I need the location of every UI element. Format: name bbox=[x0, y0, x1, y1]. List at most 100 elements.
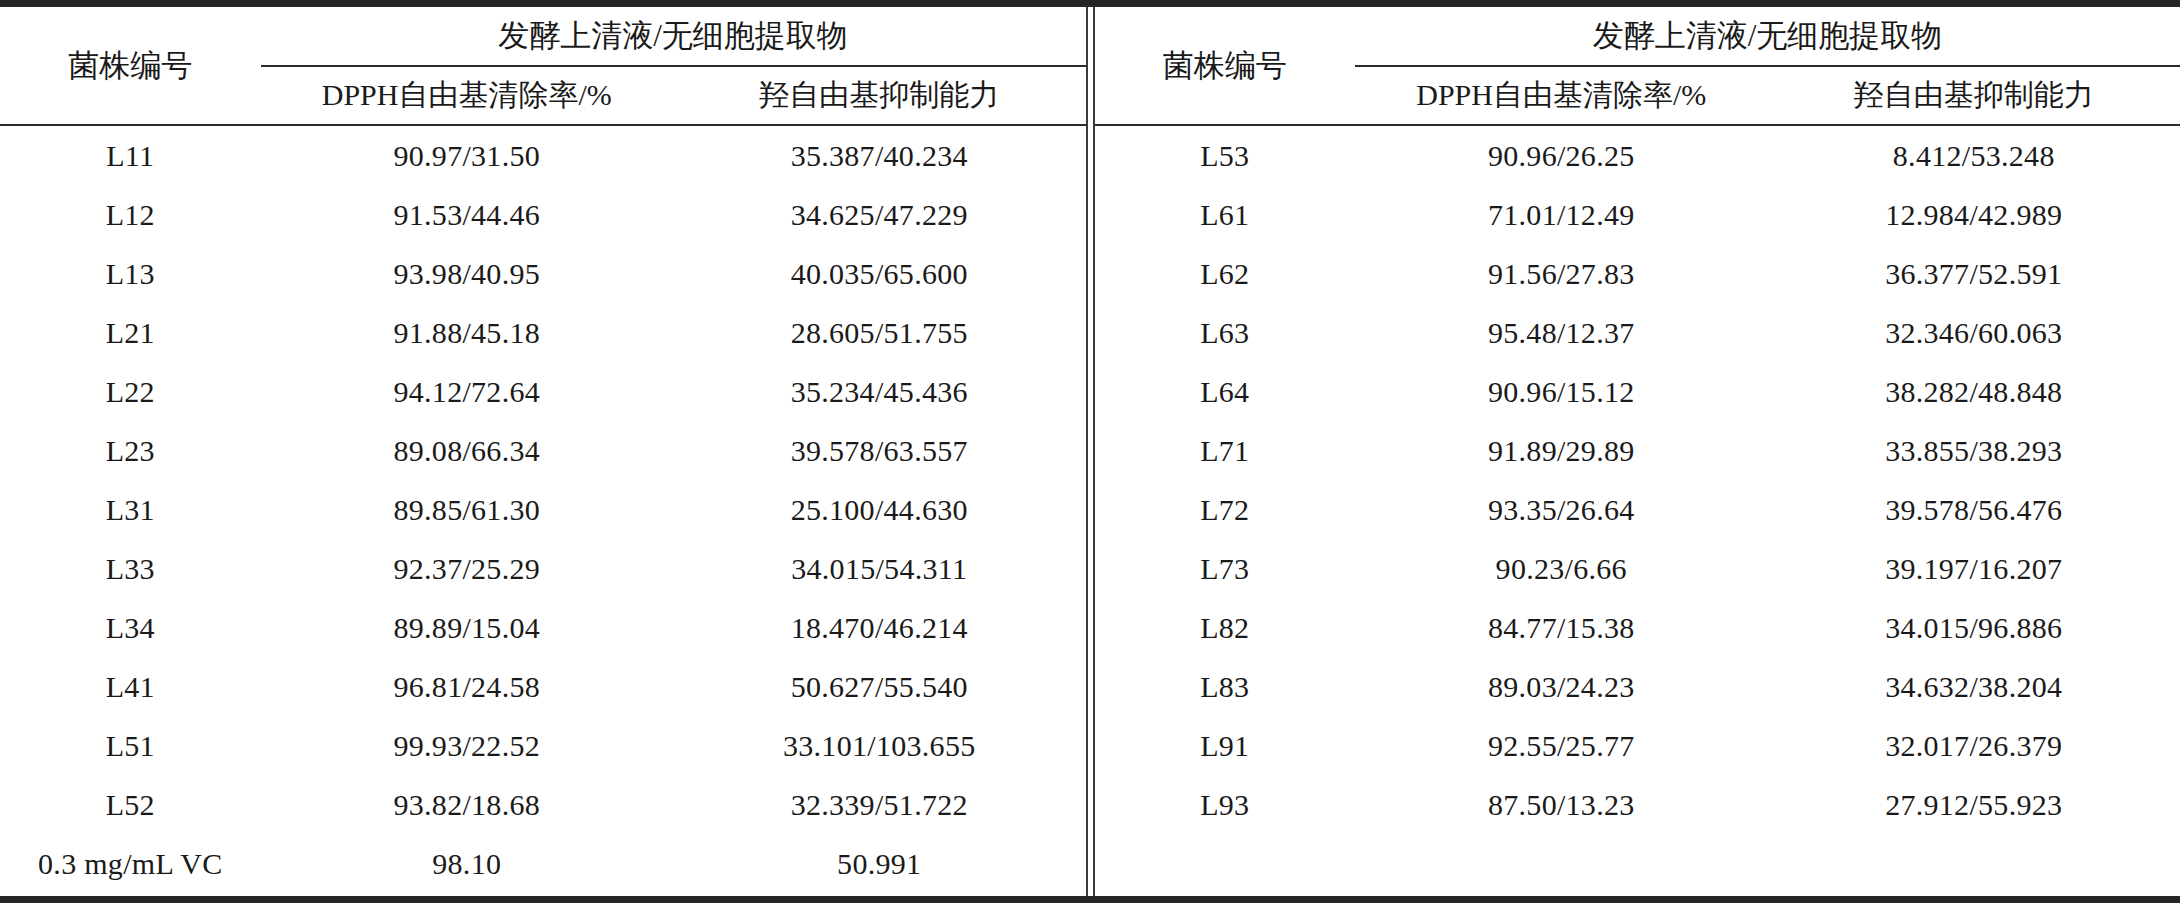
table-row: L6490.96/15.1238.282/48.848 bbox=[1095, 362, 2180, 421]
table-right-header: 菌株编号 发酵上清液/无细胞提取物 DPPH自由基清除率/% 羟自由基抑制能力 bbox=[1095, 7, 2180, 125]
table-left-panel: 菌株编号 发酵上清液/无细胞提取物 DPPH自由基清除率/% 羟自由基抑制能力 … bbox=[0, 7, 1086, 896]
cell-dpph-value: 93.82/18.68 bbox=[261, 775, 673, 834]
header-strain-id: 菌株编号 bbox=[1095, 7, 1356, 125]
table-right-panel: 菌株编号 发酵上清液/无细胞提取物 DPPH自由基清除率/% 羟自由基抑制能力 … bbox=[1095, 7, 2180, 896]
cell-hydroxyl-value: 34.632/38.204 bbox=[1768, 657, 2180, 716]
cell-hydroxyl-value: 8.412/53.248 bbox=[1768, 125, 2180, 185]
cell-dpph-value: 89.89/15.04 bbox=[261, 598, 673, 657]
table-row: L4196.81/24.5850.627/55.540 bbox=[0, 657, 1086, 716]
cell-strain-id: L63 bbox=[1095, 303, 1356, 362]
cell-dpph-value: 95.48/12.37 bbox=[1355, 303, 1767, 362]
cell-dpph-value: 90.96/26.25 bbox=[1355, 125, 1767, 185]
cell-dpph-value: 89.08/66.34 bbox=[261, 421, 673, 480]
antioxidant-results-table: 菌株编号 发酵上清液/无细胞提取物 DPPH自由基清除率/% 羟自由基抑制能力 … bbox=[0, 0, 2180, 903]
cell-strain-id: L21 bbox=[0, 303, 261, 362]
table-row: L8389.03/24.2334.632/38.204 bbox=[1095, 657, 2180, 716]
cell-hydroxyl-value: 35.234/45.436 bbox=[673, 362, 1086, 421]
cell-strain-id: L71 bbox=[1095, 421, 1356, 480]
table-row: L2191.88/45.1828.605/51.755 bbox=[0, 303, 1086, 362]
cell-hydroxyl-value: 34.015/96.886 bbox=[1768, 598, 2180, 657]
table-middle-divider bbox=[1086, 7, 1095, 896]
cell-hydroxyl-value: 50.991 bbox=[673, 834, 1086, 893]
cell-dpph-value: 91.56/27.83 bbox=[1355, 244, 1767, 303]
cell-dpph-value: 89.85/61.30 bbox=[261, 480, 673, 539]
cell-dpph-value: 98.10 bbox=[261, 834, 673, 893]
cell-strain-id: L72 bbox=[1095, 480, 1356, 539]
cell-dpph-value: 90.96/15.12 bbox=[1355, 362, 1767, 421]
cell-hydroxyl-value: 33.855/38.293 bbox=[1768, 421, 2180, 480]
header-dpph-scavenging: DPPH自由基清除率/% bbox=[1355, 66, 1767, 125]
cell-strain-id: L23 bbox=[0, 421, 261, 480]
table-row: L6395.48/12.3732.346/60.063 bbox=[1095, 303, 2180, 362]
table-left-header: 菌株编号 发酵上清液/无细胞提取物 DPPH自由基清除率/% 羟自由基抑制能力 bbox=[0, 7, 1086, 125]
cell-strain-id: L11 bbox=[0, 125, 261, 185]
cell-strain-id: L61 bbox=[1095, 185, 1356, 244]
cell-dpph-value: 99.93/22.52 bbox=[261, 716, 673, 775]
table-row: L1190.97/31.5035.387/40.234 bbox=[0, 125, 1086, 185]
table-row: L1291.53/44.4634.625/47.229 bbox=[0, 185, 1086, 244]
header-hydroxyl-inhibition: 羟自由基抑制能力 bbox=[1768, 66, 2180, 125]
cell-hydroxyl-value: 25.100/44.630 bbox=[673, 480, 1086, 539]
cell-strain-id: L82 bbox=[1095, 598, 1356, 657]
cell-dpph-value: 96.81/24.58 bbox=[261, 657, 673, 716]
table-row: L6171.01/12.4912.984/42.989 bbox=[1095, 185, 2180, 244]
cell-hydroxyl-value: 35.387/40.234 bbox=[673, 125, 1086, 185]
cell-strain-id: L53 bbox=[1095, 125, 1356, 185]
table-row: L6291.56/27.8336.377/52.591 bbox=[1095, 244, 2180, 303]
table-right: 菌株编号 发酵上清液/无细胞提取物 DPPH自由基清除率/% 羟自由基抑制能力 … bbox=[1095, 7, 2180, 834]
paper-page: 菌株编号 发酵上清液/无细胞提取物 DPPH自由基清除率/% 羟自由基抑制能力 … bbox=[0, 0, 2180, 903]
cell-strain-id: L33 bbox=[0, 539, 261, 598]
header-sample-group: 发酵上清液/无细胞提取物 bbox=[261, 7, 1086, 66]
cell-hydroxyl-value: 39.578/56.476 bbox=[1768, 480, 2180, 539]
table-row: L5390.96/26.258.412/53.248 bbox=[1095, 125, 2180, 185]
cell-dpph-value: 92.55/25.77 bbox=[1355, 716, 1767, 775]
cell-dpph-value: 71.01/12.49 bbox=[1355, 185, 1767, 244]
table-row: L7390.23/6.6639.197/16.207 bbox=[1095, 539, 2180, 598]
cell-hydroxyl-value: 39.578/63.557 bbox=[673, 421, 1086, 480]
cell-hydroxyl-value: 38.282/48.848 bbox=[1768, 362, 2180, 421]
cell-dpph-value: 93.35/26.64 bbox=[1355, 480, 1767, 539]
cell-dpph-value: 87.50/13.23 bbox=[1355, 775, 1767, 834]
cell-strain-id: L91 bbox=[1095, 716, 1356, 775]
table-row: L8284.77/15.3834.015/96.886 bbox=[1095, 598, 2180, 657]
cell-dpph-value: 91.88/45.18 bbox=[261, 303, 673, 362]
table-row: L3489.89/15.0418.470/46.214 bbox=[0, 598, 1086, 657]
cell-strain-id: L52 bbox=[0, 775, 261, 834]
table-row: L9387.50/13.2327.912/55.923 bbox=[1095, 775, 2180, 834]
table-right-body: L5390.96/26.258.412/53.248L6171.01/12.49… bbox=[1095, 125, 2180, 834]
cell-strain-id: L93 bbox=[1095, 775, 1356, 834]
header-strain-id: 菌株编号 bbox=[0, 7, 261, 125]
table-row: 0.3 mg/mL VC98.1050.991 bbox=[0, 834, 1086, 893]
cell-dpph-value: 94.12/72.64 bbox=[261, 362, 673, 421]
header-hydroxyl-inhibition: 羟自由基抑制能力 bbox=[673, 66, 1086, 125]
cell-strain-id: L31 bbox=[0, 480, 261, 539]
table-row: L2389.08/66.3439.578/63.557 bbox=[0, 421, 1086, 480]
cell-strain-id: 0.3 mg/mL VC bbox=[0, 834, 261, 893]
table-row: L5293.82/18.6832.339/51.722 bbox=[0, 775, 1086, 834]
table-row: L9192.55/25.7732.017/26.379 bbox=[1095, 716, 2180, 775]
table-row: L3392.37/25.2934.015/54.311 bbox=[0, 539, 1086, 598]
table-row: L5199.93/22.5233.101/103.655 bbox=[0, 716, 1086, 775]
cell-dpph-value: 91.89/29.89 bbox=[1355, 421, 1767, 480]
cell-dpph-value: 84.77/15.38 bbox=[1355, 598, 1767, 657]
cell-dpph-value: 91.53/44.46 bbox=[261, 185, 673, 244]
cell-dpph-value: 90.23/6.66 bbox=[1355, 539, 1767, 598]
cell-dpph-value: 92.37/25.29 bbox=[261, 539, 673, 598]
cell-strain-id: L64 bbox=[1095, 362, 1356, 421]
table-row: L1393.98/40.9540.035/65.600 bbox=[0, 244, 1086, 303]
header-sample-group: 发酵上清液/无细胞提取物 bbox=[1355, 7, 2180, 66]
cell-hydroxyl-value: 34.015/54.311 bbox=[673, 539, 1086, 598]
cell-dpph-value: 93.98/40.95 bbox=[261, 244, 673, 303]
cell-strain-id: L13 bbox=[0, 244, 261, 303]
cell-hydroxyl-value: 27.912/55.923 bbox=[1768, 775, 2180, 834]
cell-hydroxyl-value: 28.605/51.755 bbox=[673, 303, 1086, 362]
cell-strain-id: L22 bbox=[0, 362, 261, 421]
cell-hydroxyl-value: 40.035/65.600 bbox=[673, 244, 1086, 303]
cell-hydroxyl-value: 32.339/51.722 bbox=[673, 775, 1086, 834]
cell-strain-id: L51 bbox=[0, 716, 261, 775]
cell-hydroxyl-value: 39.197/16.207 bbox=[1768, 539, 2180, 598]
table-left: 菌株编号 发酵上清液/无细胞提取物 DPPH自由基清除率/% 羟自由基抑制能力 … bbox=[0, 7, 1086, 893]
table-row: L7293.35/26.6439.578/56.476 bbox=[1095, 480, 2180, 539]
cell-strain-id: L34 bbox=[0, 598, 261, 657]
cell-hydroxyl-value: 32.017/26.379 bbox=[1768, 716, 2180, 775]
